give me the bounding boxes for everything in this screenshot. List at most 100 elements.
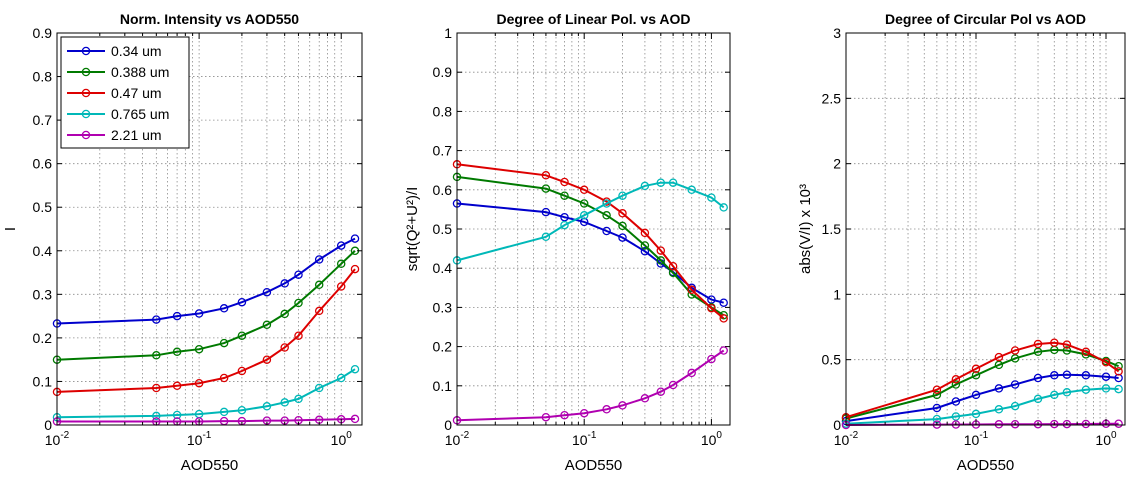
data-point	[237, 331, 247, 340]
x-tick-label: 10-1	[572, 430, 597, 448]
data-point	[1010, 354, 1020, 363]
data-point	[172, 410, 182, 420]
legend-marker	[81, 109, 91, 119]
data-point	[336, 282, 346, 291]
data-point	[560, 410, 569, 420]
data-point	[314, 306, 324, 316]
legend-item: 0.47 um	[67, 85, 162, 101]
chart-title: Degree of Circular Pol vs AOD	[885, 11, 1086, 27]
data-point	[1062, 419, 1072, 429]
data-point	[1050, 338, 1059, 347]
data-point	[687, 185, 696, 195]
y-tick-label: 1.5	[822, 221, 842, 237]
data-point	[579, 185, 589, 195]
data-point	[560, 191, 569, 200]
y-tick-label: 0.3	[433, 299, 453, 315]
data-point	[1101, 358, 1111, 367]
data-point	[219, 373, 229, 383]
y-tick-label: 0	[444, 417, 452, 433]
x-tick-label: 10-2	[445, 430, 470, 448]
x-tick-label: 10-1	[964, 430, 989, 448]
data-point	[932, 403, 942, 413]
y-tick-label: 0.8	[433, 103, 453, 119]
y-tick-label: 0.2	[33, 330, 53, 346]
data-point	[541, 207, 551, 217]
data-point	[687, 285, 696, 295]
legend-item: 0.388 um	[67, 64, 169, 80]
legend-marker	[81, 88, 91, 98]
series-2	[841, 345, 1123, 423]
series-1	[452, 199, 728, 307]
y-tick-label: 2	[833, 156, 841, 172]
x-axis-label: AOD550	[957, 457, 1015, 474]
data-point	[1114, 384, 1123, 394]
data-point	[152, 315, 161, 324]
data-point	[172, 381, 182, 391]
legend-label: 0.34 um	[111, 43, 162, 59]
data-point	[1114, 361, 1123, 371]
data-point	[640, 247, 650, 256]
data-point	[602, 226, 611, 236]
y-tick-label: 0.1	[33, 373, 53, 389]
legend-label: 0.765 um	[111, 106, 169, 122]
data-point	[294, 331, 303, 340]
data-point	[618, 209, 627, 218]
data-point	[1010, 346, 1020, 355]
data-point	[656, 256, 666, 265]
data-point	[152, 411, 161, 421]
x-tick-label: 10-2	[45, 430, 70, 448]
data-point	[152, 383, 161, 393]
chart-panel-1: 0 0.1 0.2 0.3 0.4 0.5 0.6 0.7 0.8 0.9 10-2 10-1 100 N…	[2, 11, 363, 474]
data-point	[951, 412, 961, 421]
data-point	[541, 184, 551, 193]
data-point	[994, 405, 1004, 414]
data-point	[951, 397, 961, 406]
data-point	[350, 264, 360, 274]
data-point	[1114, 367, 1123, 376]
data-point	[1010, 419, 1020, 429]
x-axis-label: AOD550	[565, 457, 623, 474]
y-tick-label: 0	[44, 417, 52, 433]
y-tick-label: 1	[833, 286, 841, 302]
data-point	[618, 191, 627, 200]
data-point	[194, 378, 204, 388]
data-point	[314, 383, 324, 393]
data-point	[219, 407, 229, 417]
data-point	[314, 255, 324, 264]
axes-frame	[56, 32, 363, 426]
data-point	[1010, 380, 1020, 389]
series-1	[52, 234, 360, 328]
data-point	[618, 401, 627, 410]
data-point	[994, 384, 1004, 393]
y-tick-label: 3	[833, 25, 841, 41]
data-point	[932, 390, 942, 400]
legend-marker	[81, 46, 91, 56]
data-point	[350, 364, 360, 374]
y-tick-label: 0.8	[33, 69, 53, 85]
data-point	[640, 394, 650, 403]
data-point	[640, 241, 650, 250]
y-tick-label: 2.5	[822, 90, 842, 106]
grid	[845, 32, 1125, 426]
data-point	[1050, 390, 1059, 400]
y-axis-label: abs(V/I) x 10³	[797, 184, 814, 274]
y-axis-label: I	[2, 227, 19, 231]
data-point	[336, 373, 346, 383]
chart-panel-3: 0 0.5 1 1.5 2 2.5 3 10-2 10-1 100 Degree of Circul…	[797, 11, 1126, 474]
data-point	[350, 414, 360, 424]
data-point	[1114, 419, 1123, 428]
data-point	[294, 394, 303, 404]
data-point	[280, 279, 289, 288]
data-point	[707, 193, 716, 202]
chart-title: Norm. Intensity vs AOD550	[120, 11, 299, 27]
data-point	[194, 344, 204, 354]
y-tick-label: 0.3	[33, 286, 53, 302]
y-tick-label: 0.7	[33, 112, 53, 128]
data-point	[1081, 371, 1091, 380]
data-point	[668, 380, 678, 390]
data-point	[280, 398, 289, 407]
data-point	[1033, 394, 1043, 404]
data-point	[656, 178, 666, 187]
data-point	[687, 368, 696, 378]
